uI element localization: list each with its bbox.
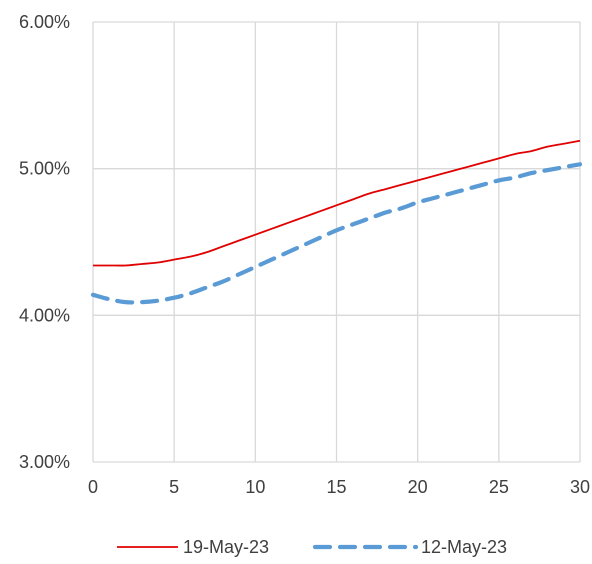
x-tick-label: 10 [245,477,265,497]
x-tick-label: 30 [570,477,590,497]
y-tick-label: 5.00% [19,159,70,179]
legend-item: 19-May-23 [117,537,269,557]
legend-item: 12-May-23 [312,537,507,557]
x-tick-label: 20 [408,477,428,497]
x-tick-label: 0 [88,477,98,497]
legend-label: 12-May-23 [421,537,507,557]
series-line-2 [90,162,583,305]
x-tick-label: 15 [326,477,346,497]
legend-label: 19-May-23 [183,537,269,557]
y-tick-label: 6.00% [19,12,70,32]
y-tick-label: 4.00% [19,305,70,325]
x-tick-label: 5 [169,477,179,497]
series-line-1 [92,139,581,267]
x-tick-label: 25 [489,477,509,497]
y-tick-label: 3.00% [19,452,70,472]
